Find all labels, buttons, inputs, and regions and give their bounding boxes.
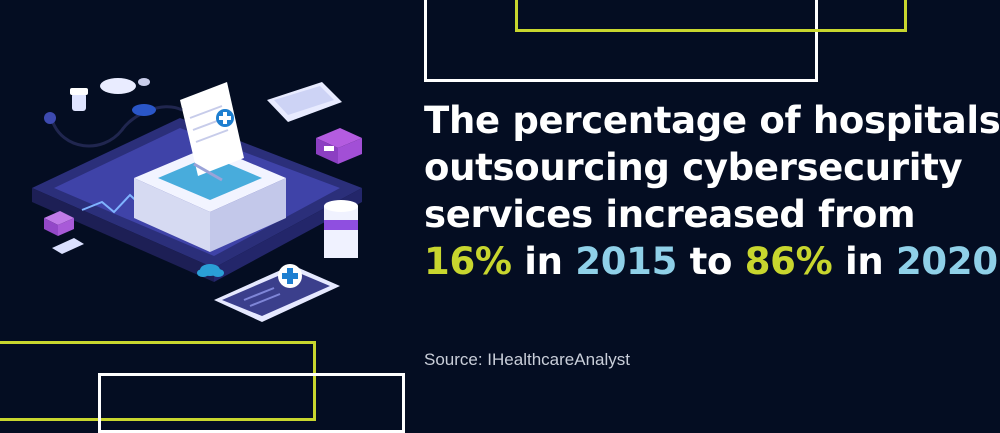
percentage-2015: 16% [424,240,512,283]
small-box-icon [44,211,84,254]
decorative-frame-white-top [424,0,818,82]
medicine-bottle-icon [324,200,358,258]
connector-in-2: in [832,240,896,283]
year-2020: 2020 [895,240,998,283]
stethoscope-icon [44,104,183,148]
headline-line-1: The percentage of hospitals [424,99,1000,142]
headline-period: . [998,240,1000,283]
headline-line-4: 16% in 2015 to 86% in 2020. [424,238,1000,285]
cloud-icon [197,264,224,277]
headline-line-3: services increased from [424,193,916,236]
connector-in-1: in [511,240,576,283]
smartphone-icon [267,82,342,122]
medical-app-phone-icon [214,264,340,322]
headline-statistic: The percentage of hospitals outsourcing … [424,97,1000,285]
headline-line-2: outsourcing cybersecurity [424,146,963,189]
central-server-box [134,146,286,252]
pill-bottle-icon [70,78,150,111]
year-2015: 2015 [575,240,678,283]
medicine-box-icon [316,128,362,164]
healthcare-technology-illustration [32,78,362,322]
medical-document-icon [180,82,244,182]
decorative-frame-lime-top [515,0,907,32]
decorative-frame-white-bottom [98,373,405,433]
source-citation: Source: IHealthcareAnalyst [424,350,630,369]
connector-to: to [677,240,745,283]
percentage-2020: 86% [744,240,833,283]
